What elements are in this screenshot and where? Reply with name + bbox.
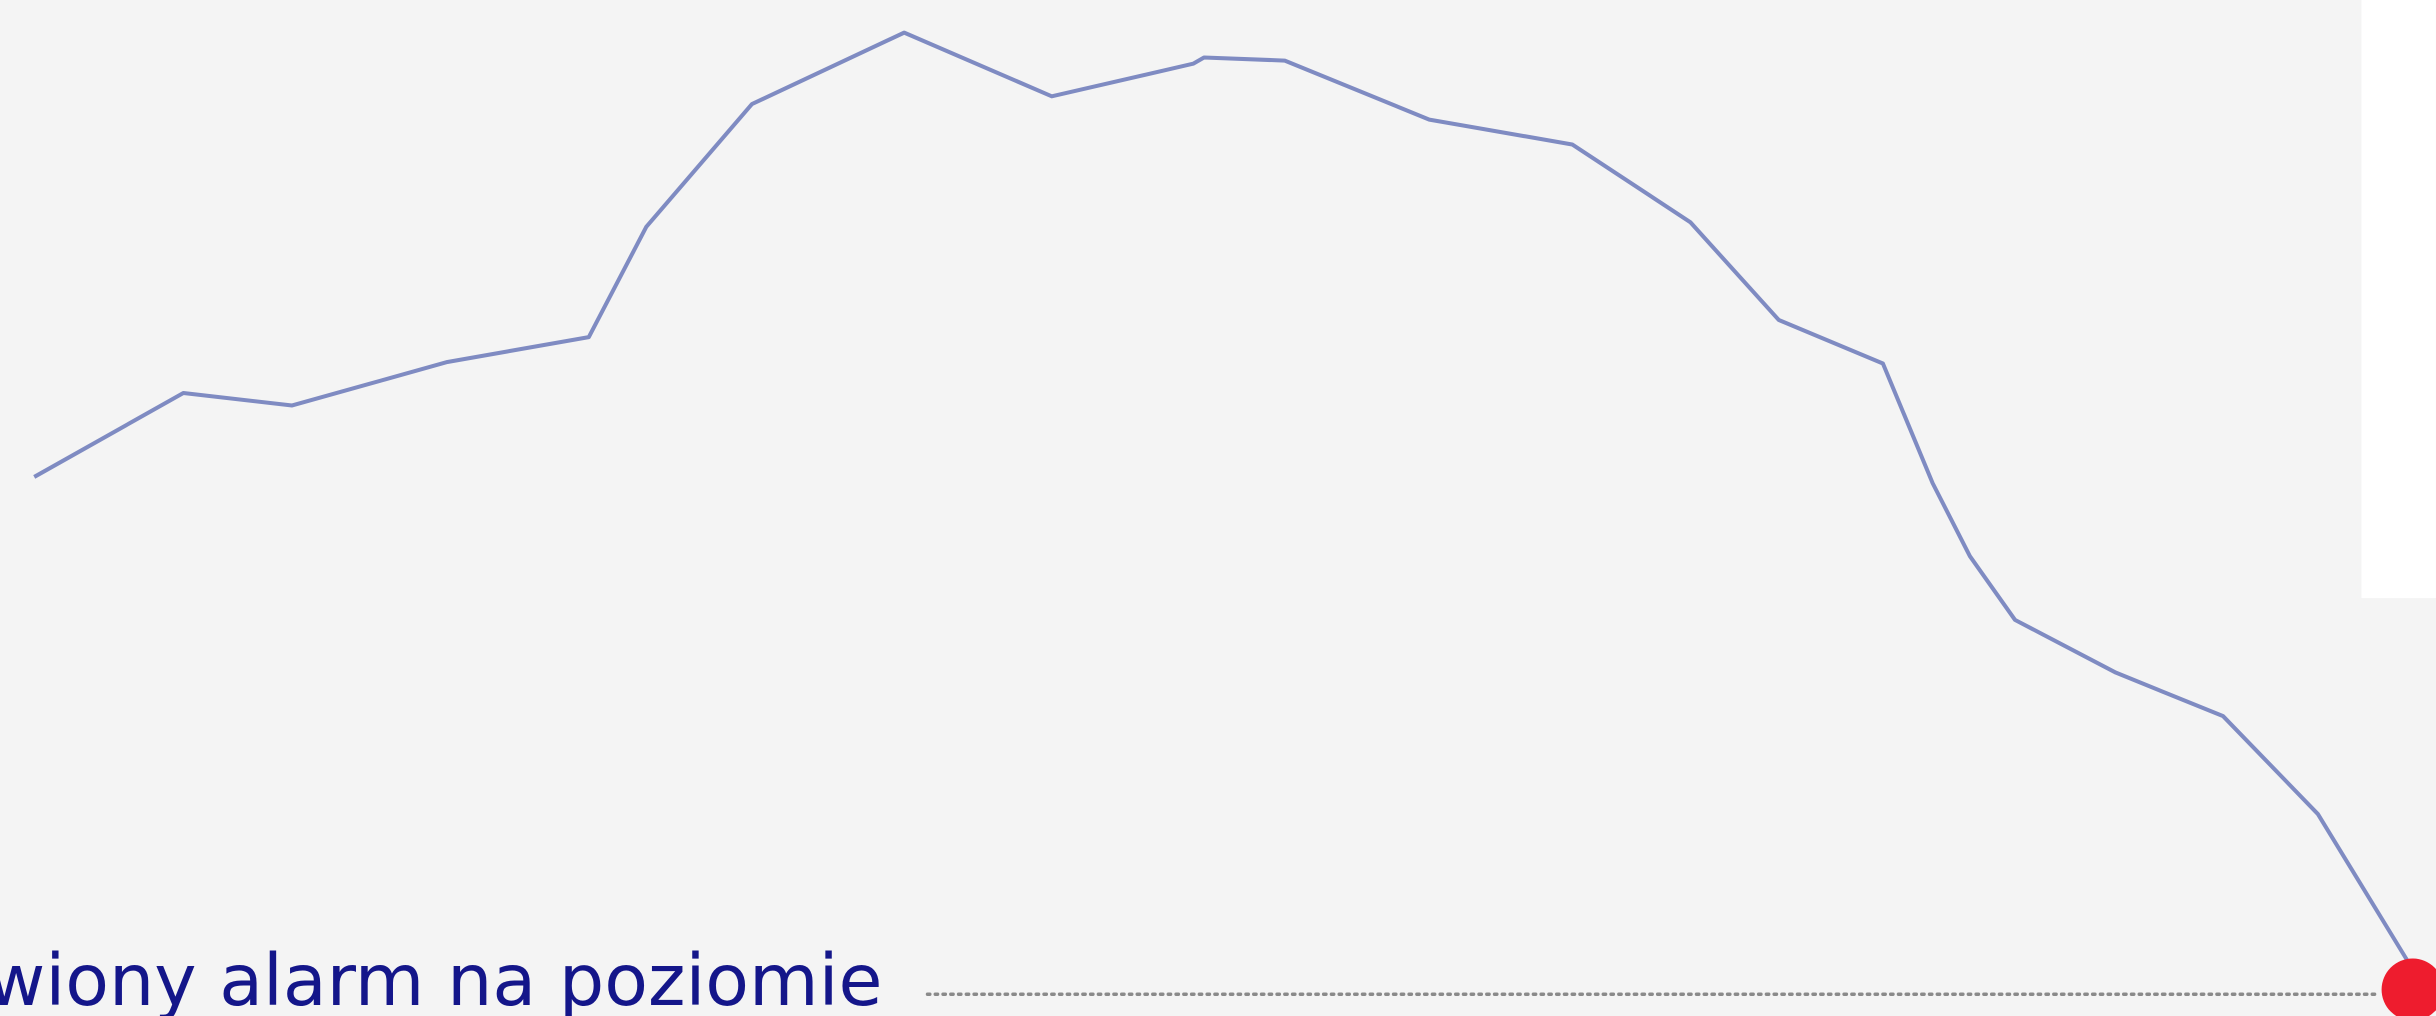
data-line xyxy=(33,30,2410,963)
alarm-label: wiony alarm na poziomie xyxy=(0,939,882,1016)
side-panel xyxy=(2361,0,2436,599)
alarm-marker xyxy=(2381,958,2436,1016)
